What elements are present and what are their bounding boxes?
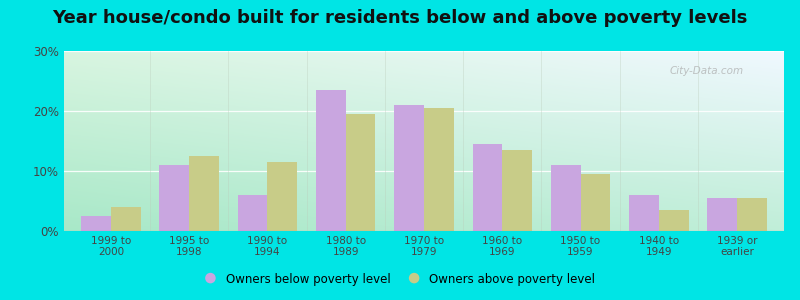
Bar <box>316 90 346 231</box>
Bar <box>629 195 658 231</box>
Bar <box>550 165 581 231</box>
Bar <box>346 114 375 231</box>
Bar <box>581 174 610 231</box>
Text: City-Data.com: City-Data.com <box>670 66 744 76</box>
Bar <box>737 198 766 231</box>
Text: Year house/condo built for residents below and above poverty levels: Year house/condo built for residents bel… <box>52 9 748 27</box>
Bar <box>190 156 219 231</box>
Bar <box>82 216 111 231</box>
Bar <box>238 195 267 231</box>
Legend: Owners below poverty level, Owners above poverty level: Owners below poverty level, Owners above… <box>200 269 600 291</box>
Bar <box>473 144 502 231</box>
Bar <box>658 210 689 231</box>
Bar <box>502 150 532 231</box>
Bar <box>394 105 424 231</box>
Bar <box>707 198 737 231</box>
Bar <box>267 162 298 231</box>
Bar <box>159 165 190 231</box>
Bar <box>424 108 454 231</box>
Bar <box>111 207 141 231</box>
